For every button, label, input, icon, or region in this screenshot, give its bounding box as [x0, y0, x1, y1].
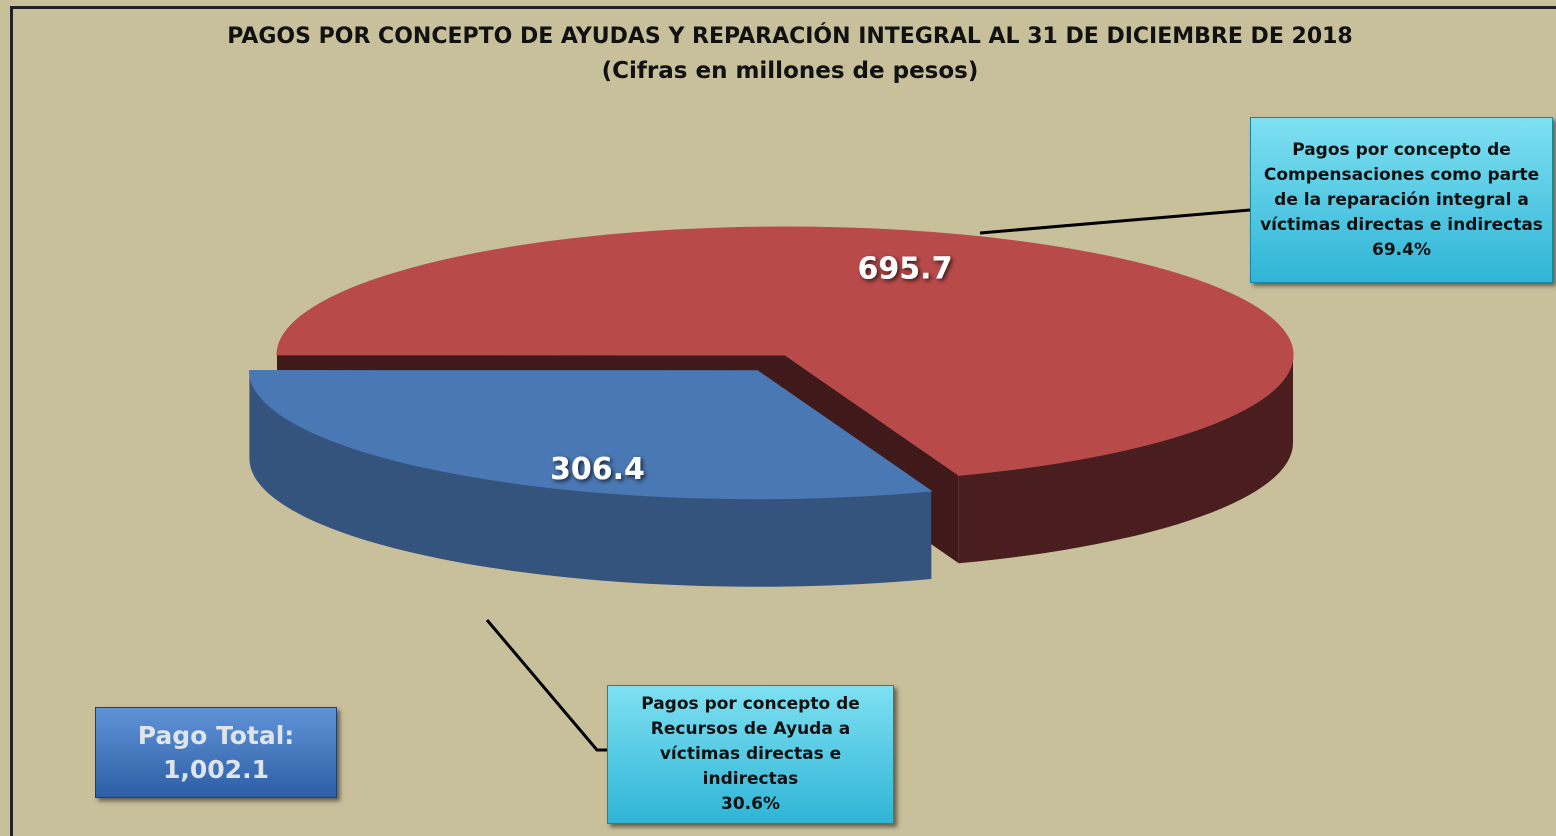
legend-label: Pagos por concepto de Recursos de Ayuda …: [641, 694, 860, 789]
slice: [276, 226, 1294, 476]
percent-label: 30.6%: [721, 794, 780, 814]
slice-side: [958, 355, 1293, 564]
data-label: 306.4: [550, 452, 645, 487]
chart-subtitle: (Cifras en millones de pesos): [601, 58, 979, 84]
data-label: 695.7: [858, 252, 953, 287]
leader-line: [979, 208, 1251, 235]
leader-line: [485, 619, 607, 752]
total-value: 1,002.1: [163, 754, 269, 784]
percent-label: 69.4%: [1372, 239, 1431, 260]
slice-side: [249, 370, 932, 587]
legend-label: Pagos por concepto de Compensaciones com…: [1260, 139, 1543, 235]
callout: Pagos por concepto de Compensaciones com…: [1250, 117, 1553, 283]
slice: [248, 370, 933, 500]
chart-title: PAGOS POR CONCEPTO DE AYUDAS Y REPARACIÓ…: [227, 24, 1353, 49]
total-label: Pago Total:: [137, 720, 295, 750]
total-box: Pago Total: 1,002.1: [95, 707, 337, 798]
frame: [10, 6, 1556, 836]
callout: Pagos por concepto de Recursos de Ayuda …: [607, 685, 894, 824]
